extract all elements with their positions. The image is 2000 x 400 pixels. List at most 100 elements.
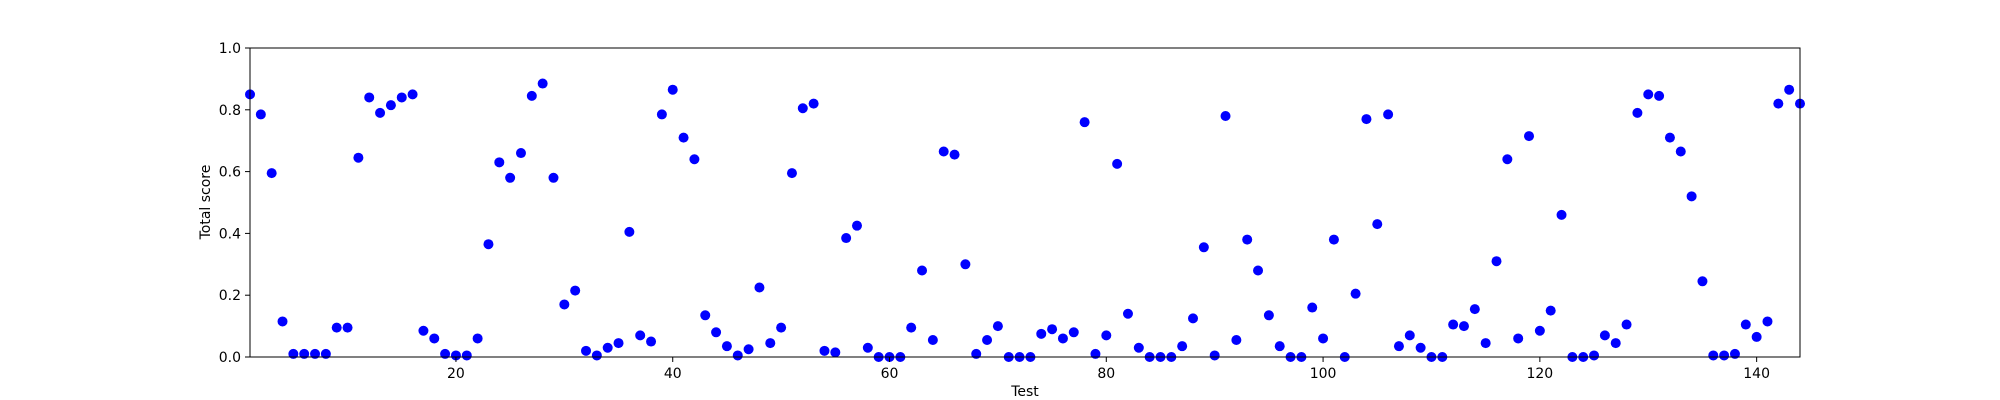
data-point [1784,84,1795,95]
data-point [1220,110,1231,121]
data-point [1664,132,1675,143]
data-point [299,348,310,359]
data-point [938,146,949,157]
data-point [602,342,613,353]
data-point [1231,335,1242,346]
data-point [364,92,375,103]
data-point [1491,256,1502,267]
data-point [1599,330,1610,341]
data-point [450,350,461,361]
x-tick-label: 40 [664,366,682,382]
data-point [331,322,342,333]
data-point [494,157,505,168]
y-tick-label: 0.0 [219,350,241,366]
data-point [1773,98,1784,109]
data-point [385,100,396,111]
data-point [971,348,982,359]
data-point [1556,209,1567,220]
data-point [1751,331,1762,342]
data-point [1372,219,1383,230]
data-point [591,350,602,361]
data-point [266,168,277,179]
data-point [732,350,743,361]
data-point [1122,308,1133,319]
data-point [581,345,592,356]
data-point [310,348,321,359]
data-point [656,109,667,120]
data-point [407,89,418,100]
x-tick-label: 80 [1097,366,1115,382]
data-point [906,322,917,333]
data-point [1393,341,1404,352]
data-point [700,310,711,321]
data-point [472,333,483,344]
data-point [808,98,819,109]
data-point [1090,348,1101,359]
data-point [559,299,570,310]
data-point [1729,348,1740,359]
data-point [678,132,689,143]
data-point [862,342,873,353]
data-point [342,322,353,333]
data-point [1589,350,1600,361]
data-point [797,103,808,114]
data-point [288,348,299,359]
x-tick-label: 60 [881,366,899,382]
data-point [1534,325,1545,336]
data-point [841,233,852,244]
data-point [927,335,938,346]
data-point [786,168,797,179]
data-point [765,338,776,349]
data-point [1480,338,1491,349]
data-point [1318,333,1329,344]
y-tick-label: 0.4 [219,226,241,242]
x-axis-title: Test [1010,384,1039,400]
data-point [570,285,581,296]
data-point [1675,146,1686,157]
data-point [624,226,635,237]
data-point [375,107,386,118]
x-tick-label: 140 [1743,366,1770,382]
data-point [1079,117,1090,128]
data-point [635,330,646,341]
data-point [1383,109,1394,120]
x-tick-label: 120 [1526,366,1553,382]
data-point [1112,158,1123,169]
data-point [255,109,266,120]
data-point [830,347,841,358]
data-point [440,348,451,359]
data-point [1686,191,1697,202]
data-point [429,333,440,344]
data-point [1545,305,1556,316]
data-point [1036,328,1047,339]
data-point [646,336,657,347]
data-point [1654,90,1665,101]
y-tick-label: 1.0 [219,41,241,57]
data-point [353,152,364,163]
data-point [418,325,429,336]
data-point [992,321,1003,332]
data-point [277,316,288,327]
data-point [1404,330,1415,341]
data-point [1621,319,1632,330]
data-point [505,172,516,183]
data-point [711,327,722,338]
data-point [1469,304,1480,315]
data-point [721,341,732,352]
data-point [1068,327,1079,338]
data-point [537,78,548,89]
data-point [1177,341,1188,352]
data-point [1133,342,1144,353]
y-tick-label: 0.6 [219,165,241,181]
y-axis-ticks: 0.0 0.2 0.4 0.6 0.8 1.0 [219,41,250,366]
data-point [515,148,526,159]
data-point [1740,319,1751,330]
data-point [851,220,862,231]
x-tick-label: 20 [447,366,465,382]
data-point [1242,234,1253,245]
data-point [1458,321,1469,332]
data-point [667,84,678,95]
data-point [960,259,971,270]
data-point [1209,350,1220,361]
data-point [1307,302,1318,313]
